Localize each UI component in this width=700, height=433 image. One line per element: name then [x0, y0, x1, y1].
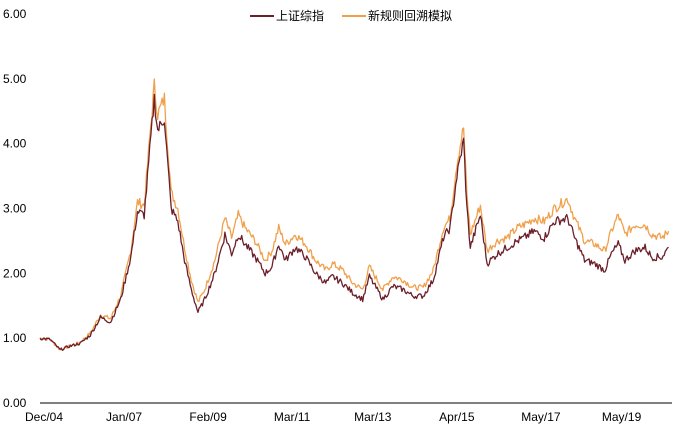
y-tick-label: 2.00	[3, 266, 27, 280]
y-axis-ticks: 0.00 1.00 2.00 3.00 4.00 5.00 6.00	[3, 7, 27, 410]
y-tick-label: 3.00	[3, 202, 27, 216]
y-tick-label: 6.00	[3, 7, 27, 21]
x-tick-label: Apr/15	[439, 410, 475, 424]
series-line-shanghai-composite	[39, 93, 669, 351]
y-tick-label: 5.00	[3, 72, 27, 86]
x-tick-label: May/19	[602, 410, 642, 424]
x-tick-label: May/17	[521, 410, 561, 424]
series-layer	[39, 78, 670, 351]
x-tick-label: Mar/13	[354, 410, 392, 424]
legend-label-shanghai-composite: 上证综指	[276, 8, 324, 23]
x-tick-label: Feb/09	[189, 410, 227, 424]
y-tick-label: 4.00	[3, 137, 27, 151]
legend: 上证综指 新规则回溯模拟	[250, 8, 452, 23]
x-axis-ticks: Dec/04 Jan/07 Feb/09 Mar/11 Mar/13 Apr/15 May/…	[25, 410, 642, 424]
x-tick-label: Jan/07	[106, 410, 142, 424]
y-tick-label: 1.00	[3, 331, 27, 345]
legend-label-new-rule-backtest: 新规则回溯模拟	[368, 8, 452, 23]
x-tick-label: Mar/11	[274, 410, 311, 424]
y-tick-label: 0.00	[3, 396, 27, 410]
series-line-new-rule-backtest	[39, 78, 670, 351]
x-tick-label: Dec/04	[25, 410, 63, 424]
